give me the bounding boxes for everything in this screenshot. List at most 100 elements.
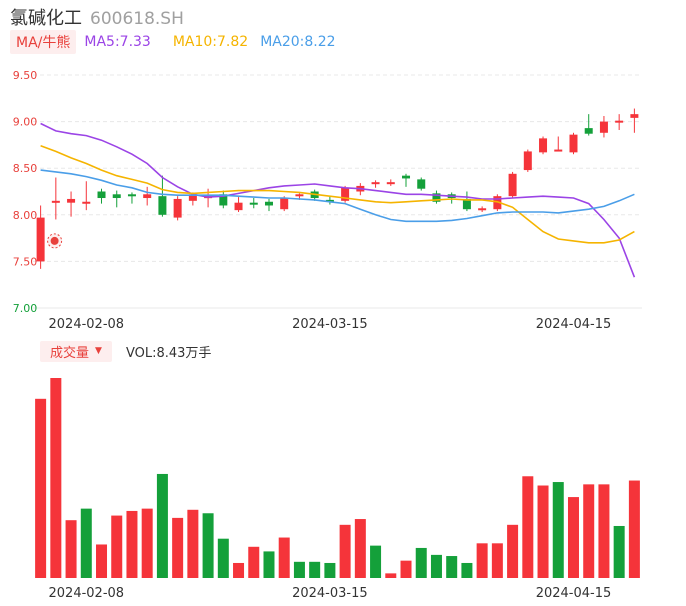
volume-bar [35, 398, 47, 578]
marker-dot-icon [50, 236, 59, 245]
stock-code: 600618.SH [90, 9, 184, 29]
candle-body [158, 196, 167, 215]
volume-x-tick-label: 2024-02-08 [49, 586, 125, 601]
volume-bar [50, 378, 62, 578]
candle-body [112, 194, 121, 199]
ma10-line [40, 145, 635, 244]
volume-bar [126, 510, 138, 578]
stock-header: 氯碱化工 600618.SH [10, 4, 184, 29]
volume-bar [278, 537, 290, 578]
volume-bar [187, 509, 199, 578]
candle-body [630, 114, 639, 118]
volume-indicator-button[interactable]: 成交量 ▼ [40, 340, 112, 362]
candle-body [447, 194, 456, 199]
volume-bar [522, 476, 534, 578]
volume-bar [324, 562, 336, 578]
candle-body [356, 185, 365, 192]
ma5-label: MA5:7.33 [84, 34, 151, 50]
y-tick-label: 8.00 [13, 209, 38, 222]
candle-body [523, 151, 532, 171]
candle-body [615, 120, 624, 123]
volume-bar [507, 524, 519, 578]
candle-body [584, 128, 593, 134]
volume-bar [552, 482, 564, 578]
volume-bar [172, 517, 184, 578]
volume-bar [65, 520, 77, 578]
candle-body [234, 202, 243, 211]
candle-body [554, 149, 563, 152]
volume-bar [80, 508, 92, 578]
volume-bar [339, 524, 351, 578]
candle-body [264, 201, 273, 206]
volume-header: 成交量 ▼ VOL:8.43万手 [40, 340, 212, 362]
volume-bar [598, 484, 610, 578]
candle-body [295, 194, 304, 197]
volume-bar [583, 484, 595, 578]
ma-legend: MA/牛熊 MA5:7.33 MA10:7.82 MA20:8.22 [10, 30, 336, 54]
x-tick-label: 2024-03-15 [292, 317, 368, 332]
volume-bar [202, 513, 214, 578]
ma-toggle-button[interactable]: MA/牛熊 [10, 30, 77, 54]
ma20-label: MA20:8.22 [260, 34, 336, 50]
candle-body [417, 179, 426, 189]
candle-body [462, 198, 471, 210]
candle-body [36, 217, 45, 262]
ma20-line [40, 169, 635, 223]
candle-body [173, 198, 182, 218]
volume-bar [613, 525, 625, 578]
volume-bar [354, 519, 366, 578]
volume-bar [430, 554, 442, 578]
candle-body [569, 134, 578, 153]
volume-bar [309, 561, 321, 578]
x-tick-label: 2024-02-08 [49, 317, 125, 332]
candle-body [188, 194, 197, 201]
candle-body [280, 198, 289, 210]
volume-bar [385, 573, 397, 578]
candle-body [143, 194, 152, 199]
volume-bar [370, 545, 382, 578]
marker-badge-icon [47, 233, 63, 249]
candle-body [386, 182, 395, 185]
ma10-label: MA10:7.82 [172, 34, 249, 50]
volume-bar [537, 485, 549, 578]
candle-body [371, 182, 380, 185]
candle-body [310, 191, 319, 199]
volume-bar [293, 561, 305, 578]
candle-body [67, 198, 76, 203]
dropdown-arrow-icon: ▼ [95, 346, 102, 356]
ma5-line [40, 122, 636, 278]
y-tick-label: 9.50 [13, 69, 38, 82]
candle-body [599, 121, 608, 133]
volume-bar [248, 546, 260, 578]
volume-button-label: 成交量 [50, 345, 90, 361]
volume-bar [233, 562, 245, 578]
volume-bar [476, 543, 488, 578]
candle-body [341, 187, 350, 201]
volume-x-tick-label: 2024-03-15 [292, 586, 368, 601]
y-tick-label: 7.00 [13, 302, 38, 315]
candle-body [432, 193, 441, 202]
volume-bar [217, 538, 229, 578]
volume-bar [141, 508, 153, 578]
volume-bar [156, 473, 168, 578]
volume-bar [263, 551, 275, 578]
candle-body [249, 202, 258, 205]
volume-bar [111, 515, 123, 578]
candle-body [478, 208, 487, 211]
y-tick-label: 8.50 [13, 162, 38, 175]
volume-bar [415, 547, 427, 578]
candle-body [82, 201, 91, 204]
volume-bar [400, 560, 412, 578]
volume-bar [567, 497, 579, 578]
volume-value: VOL:8.43万手 [125, 345, 212, 361]
volume-x-tick-label: 2024-04-15 [536, 586, 612, 601]
candle-body [51, 200, 60, 203]
candle-body [325, 199, 334, 202]
volume-bar [461, 562, 473, 578]
volume-bar [628, 480, 640, 578]
candle-body [97, 191, 106, 199]
candle-body [539, 138, 548, 153]
volume-bar [446, 556, 458, 578]
y-tick-label: 7.50 [13, 255, 38, 268]
